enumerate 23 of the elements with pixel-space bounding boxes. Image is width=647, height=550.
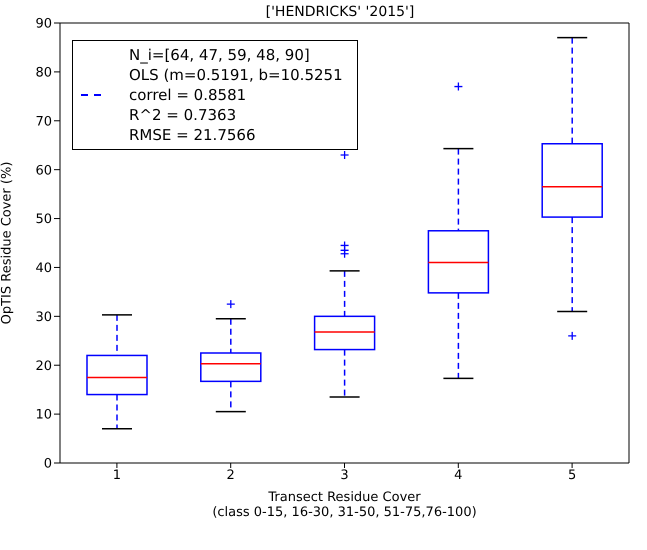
annotation: R^2 = 0.7363 (129, 105, 238, 125)
annotation: correl = 0.8581 (129, 85, 248, 105)
y-tick-label: 0 (44, 456, 52, 472)
y-tick-label: 30 (35, 310, 52, 325)
y-tick-label: 50 (35, 212, 52, 228)
annotation: N_i=[64, 47, 59, 48, 90] (129, 45, 311, 65)
y-tick-label: 70 (35, 114, 52, 130)
y-tick-label: 90 (35, 16, 52, 32)
y-tick-label: 80 (35, 66, 52, 81)
x-tick-label: 4 (454, 468, 462, 484)
x-tick-label: 1 (112, 468, 122, 484)
x-axis-title: Transect Residue Cover (class 0-15, 16-30, 31-50, 51-75,76-100) (212, 490, 477, 520)
x-tick-label: 5 (568, 468, 576, 484)
x-tick-label: 2 (226, 468, 235, 484)
y-tick-label: 40 (35, 261, 52, 276)
x-tick-label: 3 (340, 468, 349, 484)
y-tick-label: 20 (35, 358, 52, 374)
y-axis-title: OpTIS Residue Cover (%) (0, 162, 15, 324)
y-tick-label: 60 (35, 163, 52, 178)
annotation: OLS (m=0.5191, b=10.5251 (129, 65, 343, 85)
chart-title: ['HENDRICKS' '2015'] (266, 4, 414, 20)
y-tick-label: 10 (35, 408, 52, 423)
annotation: RMSE = 21.7566 (129, 125, 256, 145)
